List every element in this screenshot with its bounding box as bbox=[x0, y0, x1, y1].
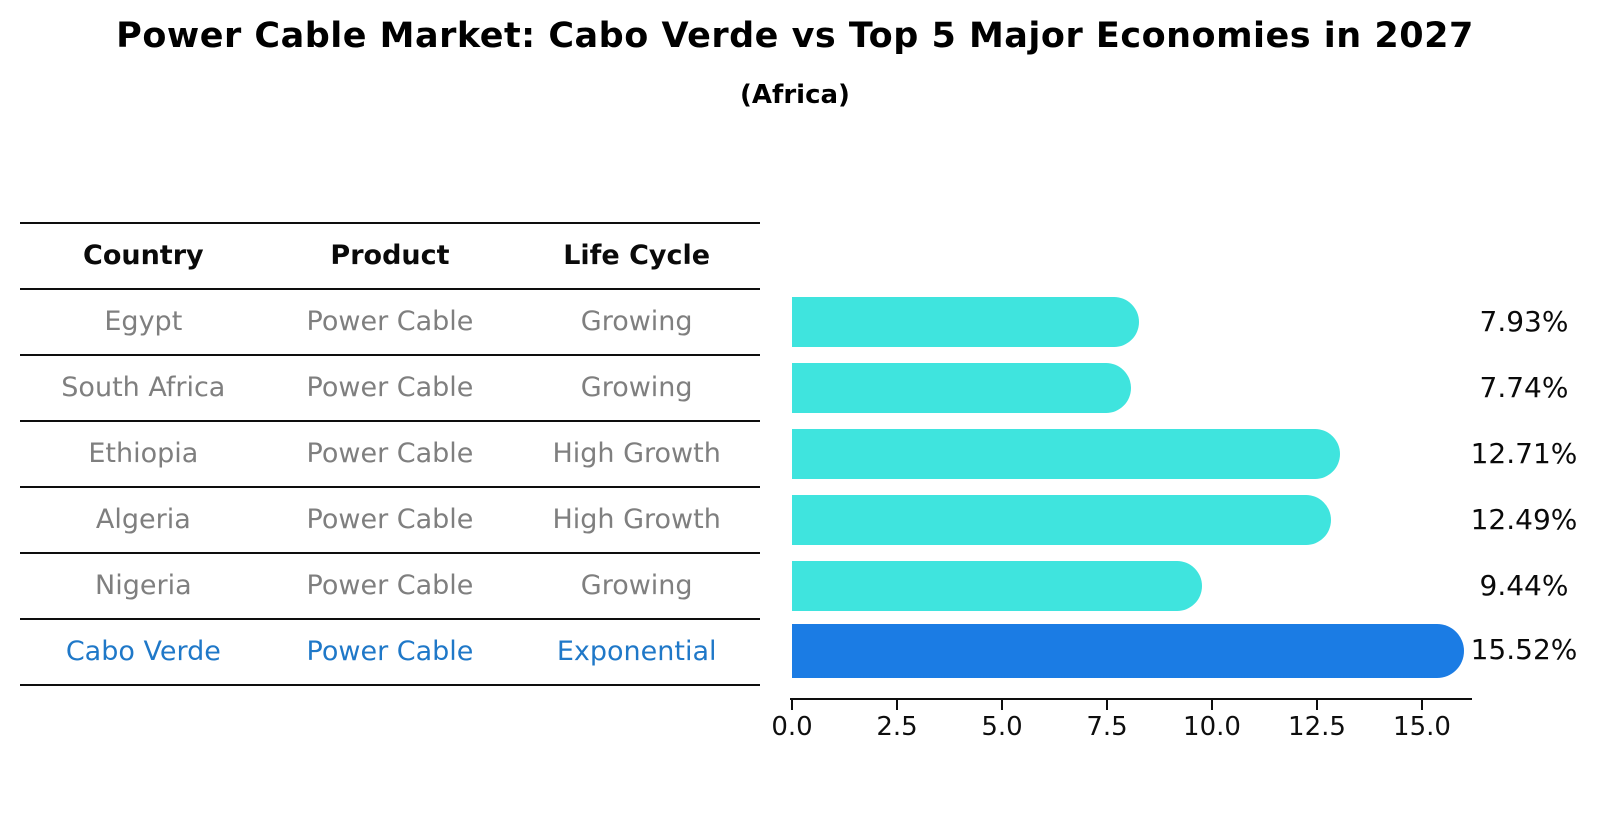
bar-nigeria bbox=[792, 561, 1202, 611]
x-tick-label-3: 7.5 bbox=[1086, 712, 1128, 742]
x-tick-5 bbox=[1316, 700, 1318, 710]
value-label-south-africa: 7.74% bbox=[1479, 371, 1569, 404]
x-tick-label-5: 12.5 bbox=[1288, 712, 1346, 742]
cell-country: Egypt bbox=[104, 306, 183, 337]
x-tick-3 bbox=[1106, 700, 1108, 710]
x-tick-4 bbox=[1211, 700, 1213, 710]
table-row-algeria: Algeria Power Cable High Growth bbox=[20, 488, 760, 554]
chart-title: Power Cable Market: Cabo Verde vs Top 5 … bbox=[116, 16, 1474, 56]
cell-life-cycle: Growing bbox=[580, 372, 693, 403]
country-table: Country Product Life Cycle Egypt Power C… bbox=[20, 222, 760, 686]
cell-product: Power Cable bbox=[306, 504, 474, 535]
bar-south-africa bbox=[792, 363, 1131, 413]
table-row-nigeria: Nigeria Power Cable Growing bbox=[20, 554, 760, 620]
cell-product: Power Cable bbox=[306, 372, 474, 403]
x-tick-label-1: 2.5 bbox=[876, 712, 918, 742]
bar-algeria bbox=[792, 495, 1331, 545]
value-label-nigeria: 9.44% bbox=[1479, 569, 1569, 602]
col-header-country: Country bbox=[83, 240, 204, 271]
value-label-algeria: 12.49% bbox=[1470, 503, 1578, 536]
cell-country: Algeria bbox=[95, 504, 191, 535]
table-row-egypt: Egypt Power Cable Growing bbox=[20, 290, 760, 356]
bar-cabo-verde bbox=[792, 624, 1464, 678]
table-header-row: Country Product Life Cycle bbox=[20, 224, 760, 290]
cell-life-cycle: High Growth bbox=[552, 504, 721, 535]
bar-egypt bbox=[792, 297, 1139, 347]
cell-country: Nigeria bbox=[95, 570, 192, 601]
value-label-egypt: 7.93% bbox=[1479, 305, 1569, 338]
cell-life-cycle: Growing bbox=[580, 306, 693, 337]
cell-life-cycle: Growing bbox=[580, 570, 693, 601]
cell-country: South Africa bbox=[61, 372, 226, 403]
value-label-cabo-verde: 15.52% bbox=[1470, 633, 1578, 666]
x-tick-label-0: 0.0 bbox=[771, 712, 813, 742]
chart-subtitle: (Africa) bbox=[740, 80, 850, 110]
x-tick-label-6: 15.0 bbox=[1393, 712, 1451, 742]
x-tick-label-4: 10.0 bbox=[1183, 712, 1241, 742]
table-row-south-africa: South Africa Power Cable Growing bbox=[20, 356, 760, 422]
col-header-product: Product bbox=[330, 240, 450, 271]
cell-product: Power Cable bbox=[306, 570, 474, 601]
x-axis-line bbox=[790, 698, 1472, 700]
x-tick-2 bbox=[1001, 700, 1003, 710]
col-header-life-cycle: Life Cycle bbox=[563, 240, 711, 271]
cell-country: Ethiopia bbox=[88, 438, 199, 469]
cell-product: Power Cable bbox=[306, 438, 474, 469]
cell-product: Power Cable bbox=[306, 306, 474, 337]
cell-life-cycle: High Growth bbox=[552, 438, 721, 469]
cell-life-cycle: Exponential bbox=[556, 636, 717, 667]
cell-country: Cabo Verde bbox=[65, 636, 221, 667]
cell-product: Power Cable bbox=[306, 636, 474, 667]
table-row-ethiopia: Ethiopia Power Cable High Growth bbox=[20, 422, 760, 488]
x-tick-0 bbox=[791, 700, 793, 710]
table-row-cabo-verde: Cabo Verde Power Cable Exponential bbox=[20, 620, 760, 686]
x-tick-6 bbox=[1421, 700, 1423, 710]
x-tick-1 bbox=[896, 700, 898, 710]
x-tick-label-2: 5.0 bbox=[981, 712, 1023, 742]
bar-ethiopia bbox=[792, 429, 1340, 479]
value-label-ethiopia: 12.71% bbox=[1470, 437, 1578, 470]
